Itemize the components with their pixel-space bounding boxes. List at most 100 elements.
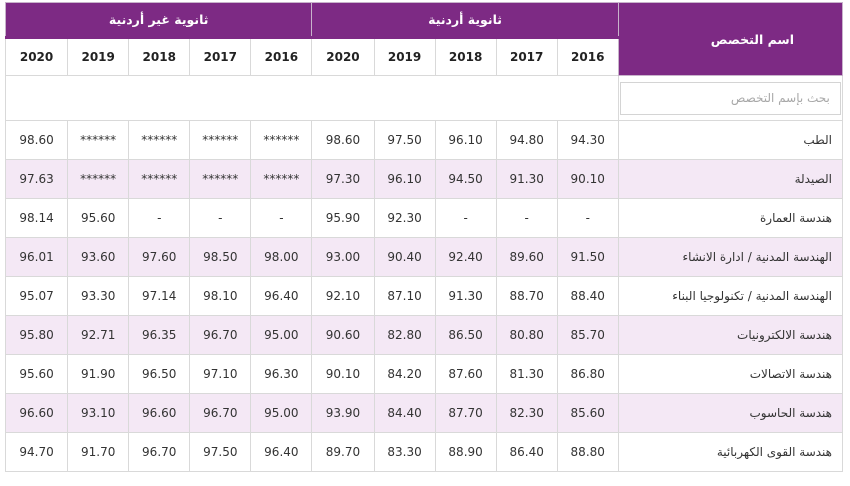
- non-jordanian-score-cell: 97.10: [189, 354, 252, 394]
- table-body: الطب 94.30 94.80 96.10 97.50 98.60 ****** *****…: [4, 120, 844, 472]
- specialization-column-header[interactable]: اسم التخصص: [617, 2, 844, 76]
- jordanian-score-cell: 98.60: [311, 120, 375, 160]
- jordanian-score-cell: 87.70: [434, 393, 497, 433]
- jordanian-score-cell: 89.60: [495, 237, 558, 277]
- year-header[interactable]: 2020: [311, 36, 375, 76]
- non-jordanian-score-cell: 95.60: [4, 354, 69, 394]
- jordanian-score-cell: 88.40: [556, 276, 619, 316]
- years-header-row: 2016 2017 2018 2019 2020 2016 2017 2018 …: [4, 36, 843, 76]
- jordanian-score-cell: 80.80: [495, 315, 558, 355]
- non-jordanian-score-cell: 95.00: [250, 393, 313, 433]
- jordanian-score-cell: 86.80: [556, 354, 619, 394]
- non-jordanian-score-cell: 96.01: [4, 237, 69, 277]
- jordanian-score-cell: 84.40: [373, 393, 436, 433]
- year-header[interactable]: 2018: [434, 36, 497, 76]
- jordanian-score-cell: 93.00: [311, 237, 375, 277]
- year-header[interactable]: 2019: [373, 36, 436, 76]
- non-jordanian-score-cell: 96.70: [128, 432, 191, 472]
- jordanian-score-cell: 87.10: [373, 276, 436, 316]
- non-jordanian-score-cell: -: [250, 198, 313, 238]
- specialization-name: هندسة الاتصالات: [617, 354, 844, 394]
- year-header[interactable]: 2019: [67, 36, 130, 76]
- table-row: الهندسة المدنية / تكنولوجيا البناء 88.40 8…: [4, 276, 844, 316]
- non-jordanian-score-cell: -: [189, 198, 252, 238]
- jordanian-score-cell: 90.60: [311, 315, 375, 355]
- jordanian-score-cell: 96.10: [434, 120, 497, 160]
- non-jordanian-score-cell: ******: [250, 159, 313, 199]
- non-jordanian-score-cell: ******: [67, 120, 130, 160]
- non-jordanian-score-cell: 91.70: [67, 432, 130, 472]
- jordanian-score-cell: -: [556, 198, 619, 238]
- non-jordanian-score-cell: ******: [67, 159, 130, 199]
- non-jordanian-score-cell: 96.60: [4, 393, 69, 433]
- jordanian-score-cell: 86.50: [434, 315, 497, 355]
- non-jordanian-score-cell: 98.60: [4, 120, 69, 160]
- specialization-name: هندسة القوى الكهربائية: [617, 432, 844, 472]
- non-jordanian-score-cell: ******: [128, 159, 191, 199]
- table-row: هندسة الحاسوب 85.60 82.30 87.70 84.40 93.90 95…: [4, 393, 844, 433]
- jordanian-score-cell: 91.30: [434, 276, 497, 316]
- search-cell: بحث بإسم التخصص: [617, 75, 844, 121]
- jordanian-score-cell: 91.50: [556, 237, 619, 277]
- search-input[interactable]: بحث بإسم التخصص: [619, 81, 841, 115]
- non-jordanian-group-header: ثانوية غير أردنية: [4, 2, 313, 38]
- jordanian-score-cell: 87.60: [434, 354, 497, 394]
- jordanian-score-cell: 82.80: [373, 315, 436, 355]
- jordanian-score-cell: 83.30: [373, 432, 436, 472]
- jordanian-score-cell: 88.80: [556, 432, 619, 472]
- year-header[interactable]: 2016: [250, 36, 313, 76]
- non-jordanian-score-cell: 98.14: [4, 198, 69, 238]
- jordanian-score-cell: 93.90: [311, 393, 375, 433]
- jordanian-score-cell: 92.40: [434, 237, 497, 277]
- non-jordanian-score-cell: 96.40: [250, 432, 313, 472]
- specialization-name: هندسة العمارة: [617, 198, 844, 238]
- non-jordanian-score-cell: 97.60: [128, 237, 191, 277]
- jordanian-score-cell: 94.30: [556, 120, 619, 160]
- year-header[interactable]: 2017: [189, 36, 252, 76]
- jordanian-score-cell: 88.70: [495, 276, 558, 316]
- search-row-filler: [5, 75, 619, 121]
- jordanian-score-cell: -: [434, 198, 497, 238]
- jordanian-score-cell: 85.70: [556, 315, 619, 355]
- non-jordanian-score-cell: 92.71: [67, 315, 130, 355]
- specialization-name: هندسة الالكترونيات: [617, 315, 844, 355]
- year-header[interactable]: 2016: [556, 36, 619, 76]
- non-jordanian-score-cell: 95.80: [4, 315, 69, 355]
- non-jordanian-score-cell: 96.70: [189, 315, 252, 355]
- non-jordanian-score-cell: 96.35: [128, 315, 191, 355]
- non-jordanian-score-cell: 95.07: [4, 276, 69, 316]
- jordanian-score-cell: -: [495, 198, 558, 238]
- jordanian-score-cell: 81.30: [495, 354, 558, 394]
- specialization-name: الهندسة المدنية / ادارة الانشاء: [617, 237, 844, 277]
- jordanian-score-cell: 92.30: [373, 198, 436, 238]
- jordanian-score-cell: 84.20: [373, 354, 436, 394]
- non-jordanian-score-cell: 96.30: [250, 354, 313, 394]
- jordanian-score-cell: 88.90: [434, 432, 497, 472]
- jordanian-score-cell: 97.50: [373, 120, 436, 160]
- non-jordanian-score-cell: 98.50: [189, 237, 252, 277]
- non-jordanian-score-cell: 95.60: [67, 198, 130, 238]
- jordanian-score-cell: 90.40: [373, 237, 436, 277]
- jordanian-score-cell: 89.70: [311, 432, 375, 472]
- jordanian-group-header: ثانوية أردنية: [311, 2, 619, 38]
- table-row: الصيدلة 90.10 91.30 94.50 96.10 97.30 ****** **…: [4, 159, 844, 199]
- year-header[interactable]: 2020: [4, 36, 69, 76]
- jordanian-score-cell: 85.60: [556, 393, 619, 433]
- table-row: الطب 94.30 94.80 96.10 97.50 98.60 ****** *****…: [4, 120, 844, 160]
- group-header-row: اسم التخصص ثانوية أردنية ثانوية غير أردن…: [4, 2, 844, 76]
- admission-averages-table: اسم التخصص ثانوية أردنية ثانوية غير أردن…: [4, 2, 844, 472]
- non-jordanian-score-cell: ******: [250, 120, 313, 160]
- non-jordanian-score-cell: 97.50: [189, 432, 252, 472]
- specialization-name: الهندسة المدنية / تكنولوجيا البناء: [617, 276, 844, 316]
- specialization-name: الطب: [617, 120, 844, 160]
- non-jordanian-score-cell: 91.90: [67, 354, 130, 394]
- non-jordanian-score-cell: ******: [189, 120, 252, 160]
- table-row: هندسة الالكترونيات 85.70 80.80 86.50 82.80 90…: [4, 315, 844, 355]
- year-header[interactable]: 2018: [128, 36, 191, 76]
- table-row: هندسة القوى الكهربائية 88.80 86.40 88.90 83.…: [4, 432, 844, 472]
- non-jordanian-score-cell: 93.60: [67, 237, 130, 277]
- year-header[interactable]: 2017: [495, 36, 558, 76]
- non-jordanian-score-cell: 94.70: [4, 432, 69, 472]
- table-row: الهندسة المدنية / ادارة الانشاء 91.50 89.6…: [4, 237, 844, 277]
